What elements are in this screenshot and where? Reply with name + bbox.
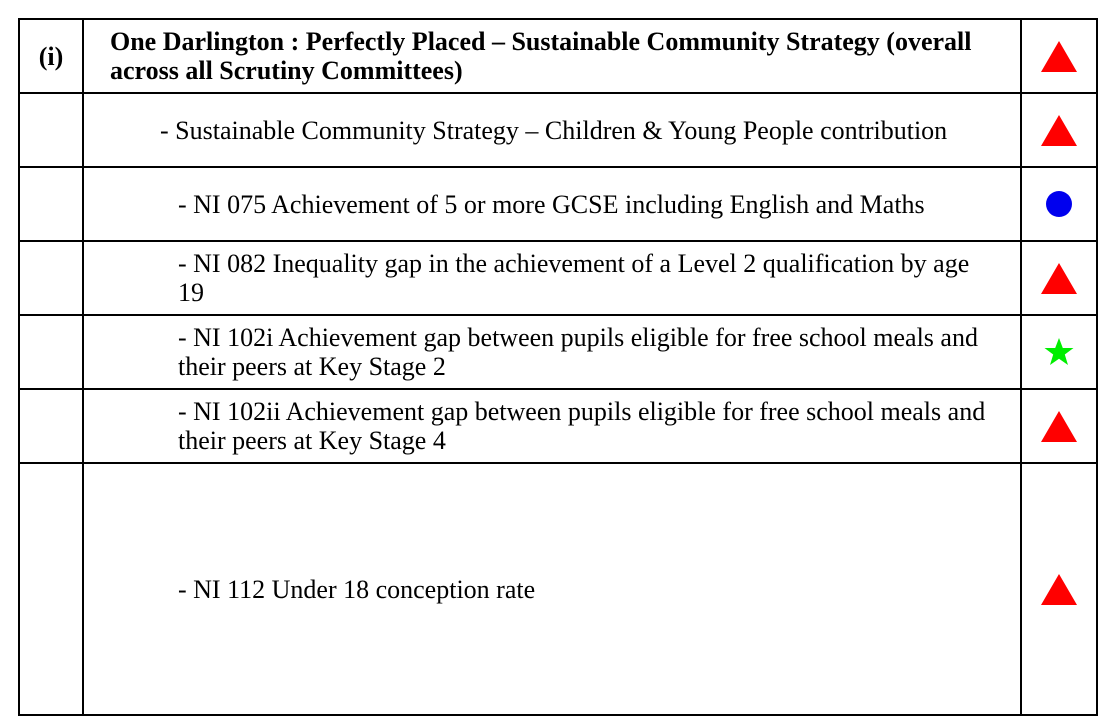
row-title: - NI 075 Achievement of 5 or more GCSE i… (82, 166, 1022, 242)
row-number (18, 462, 84, 716)
table-row: - Sustainable Community Strategy – Child… (18, 92, 1098, 168)
blue-circle (1046, 191, 1072, 217)
status-cell (1020, 314, 1098, 390)
table-row: - NI 102ii Achievement gap between pupil… (18, 388, 1098, 464)
row-title: One Darlington : Perfectly Placed – Sust… (82, 18, 1022, 94)
row-title: - NI 082 Inequality gap in the achieveme… (82, 240, 1022, 316)
status-table: (i) One Darlington : Perfectly Placed – … (18, 18, 1098, 716)
row-number (18, 92, 84, 168)
row-number (18, 166, 84, 242)
row-title: - NI 102i Achievement gap between pupils… (82, 314, 1022, 390)
row-title: - NI 112 Under 18 conception rate (82, 462, 1022, 716)
status-cell (1020, 462, 1098, 716)
row-number (18, 388, 84, 464)
green-star (1044, 338, 1074, 365)
row-number: (i) (18, 18, 84, 94)
status-cell (1020, 18, 1098, 94)
row-title: - Sustainable Community Strategy – Child… (82, 92, 1022, 168)
red-triangle (1041, 411, 1077, 442)
red-triangle (1041, 115, 1077, 146)
page: (i) One Darlington : Perfectly Placed – … (18, 18, 1098, 716)
status-cell (1020, 166, 1098, 242)
status-cell (1020, 240, 1098, 316)
row-title: - NI 102ii Achievement gap between pupil… (82, 388, 1022, 464)
red-triangle (1041, 574, 1077, 605)
table-row: - NI 075 Achievement of 5 or more GCSE i… (18, 166, 1098, 242)
status-cell (1020, 388, 1098, 464)
row-number (18, 314, 84, 390)
status-cell (1020, 92, 1098, 168)
red-triangle (1041, 263, 1077, 294)
table-row: - NI 082 Inequality gap in the achieveme… (18, 240, 1098, 316)
table-row: - NI 102i Achievement gap between pupils… (18, 314, 1098, 390)
table-row: (i) One Darlington : Perfectly Placed – … (18, 18, 1098, 94)
red-triangle (1041, 41, 1077, 72)
table-row: - NI 112 Under 18 conception rate (18, 462, 1098, 716)
row-number (18, 240, 84, 316)
